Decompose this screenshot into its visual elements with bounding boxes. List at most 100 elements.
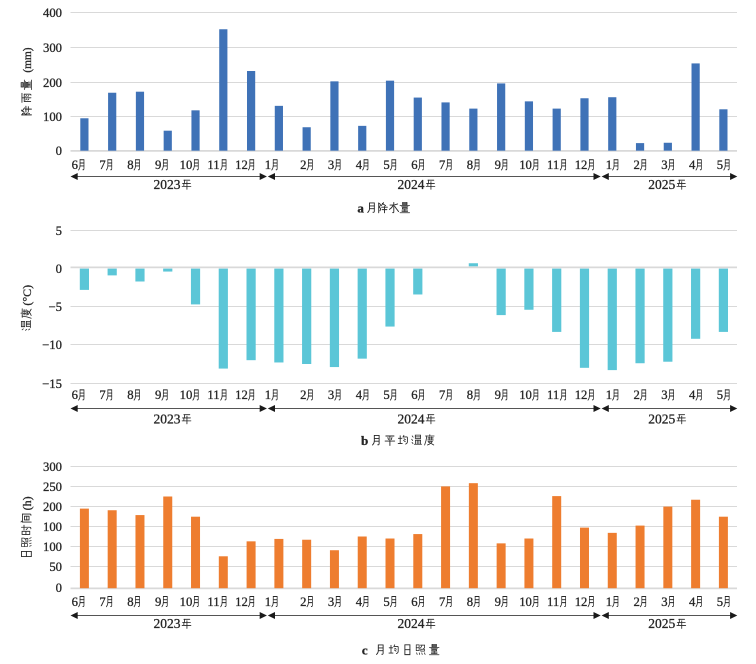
svg-text:4: 4 <box>689 388 696 402</box>
svg-text:6: 6 <box>72 595 78 609</box>
svg-text:6: 6 <box>411 158 417 172</box>
svg-text:1: 1 <box>265 595 271 609</box>
svg-text:11: 11 <box>547 158 559 172</box>
svg-text:10: 10 <box>519 388 532 402</box>
svg-text:11: 11 <box>207 595 219 609</box>
svg-text:10: 10 <box>519 595 532 609</box>
svg-text:5: 5 <box>383 595 389 609</box>
svg-text:3: 3 <box>328 595 334 609</box>
svg-text:8: 8 <box>127 595 133 609</box>
svg-text:200: 200 <box>43 76 62 90</box>
svg-text:7: 7 <box>99 595 105 609</box>
svg-text:8: 8 <box>467 388 473 402</box>
svg-text:5: 5 <box>717 158 723 172</box>
svg-text:−10: −10 <box>42 338 62 352</box>
svg-text:12: 12 <box>575 158 588 172</box>
svg-text:1: 1 <box>606 388 612 402</box>
svg-text:9: 9 <box>495 158 501 172</box>
svg-text:3: 3 <box>661 388 667 402</box>
svg-text:100: 100 <box>43 520 62 534</box>
svg-text:0: 0 <box>56 144 62 158</box>
svg-text:9: 9 <box>155 388 161 402</box>
svg-text:2024: 2024 <box>398 412 425 427</box>
svg-text:9: 9 <box>495 388 501 402</box>
svg-text:7: 7 <box>99 158 105 172</box>
svg-text:2025: 2025 <box>648 412 675 427</box>
svg-text:11: 11 <box>207 388 219 402</box>
svg-text:3: 3 <box>661 595 667 609</box>
svg-text:1: 1 <box>606 595 612 609</box>
svg-text:1: 1 <box>606 158 612 172</box>
svg-text:7: 7 <box>439 158 445 172</box>
svg-text:2: 2 <box>634 158 640 172</box>
svg-text:8: 8 <box>127 388 133 402</box>
svg-text:10: 10 <box>180 158 193 172</box>
svg-text:4: 4 <box>689 158 696 172</box>
svg-text:1: 1 <box>265 158 271 172</box>
svg-text:7: 7 <box>439 595 445 609</box>
svg-text:3: 3 <box>661 158 667 172</box>
svg-text:300: 300 <box>43 41 62 55</box>
svg-text:400: 400 <box>43 6 62 20</box>
svg-text:4: 4 <box>356 595 363 609</box>
svg-text:5: 5 <box>717 595 723 609</box>
svg-text:5: 5 <box>383 158 389 172</box>
svg-text:12: 12 <box>575 595 588 609</box>
svg-text:2025: 2025 <box>648 616 675 631</box>
svg-text:6: 6 <box>72 388 78 402</box>
svg-text:7: 7 <box>99 388 105 402</box>
svg-text:6: 6 <box>411 388 417 402</box>
svg-text:7: 7 <box>439 388 445 402</box>
svg-text:1: 1 <box>265 388 271 402</box>
svg-text:a: a <box>357 200 364 215</box>
svg-text:11: 11 <box>547 595 559 609</box>
svg-text:(mm): (mm) <box>22 47 34 72</box>
svg-text:2: 2 <box>300 158 306 172</box>
svg-text:50: 50 <box>49 560 62 574</box>
svg-text:200: 200 <box>43 500 62 514</box>
svg-text:(°C): (°C) <box>20 285 34 306</box>
svg-text:9: 9 <box>155 595 161 609</box>
svg-text:9: 9 <box>495 595 501 609</box>
svg-text:5: 5 <box>717 388 723 402</box>
svg-text:3: 3 <box>328 158 334 172</box>
svg-text:11: 11 <box>547 388 559 402</box>
svg-text:100: 100 <box>43 110 62 124</box>
svg-text:10: 10 <box>180 595 193 609</box>
svg-text:4: 4 <box>356 388 363 402</box>
svg-text:8: 8 <box>467 158 473 172</box>
svg-text:250: 250 <box>43 480 62 494</box>
svg-text:4: 4 <box>689 595 696 609</box>
svg-text:12: 12 <box>575 388 588 402</box>
svg-text:100: 100 <box>43 540 62 554</box>
svg-text:4: 4 <box>356 158 363 172</box>
svg-text:2: 2 <box>300 595 306 609</box>
svg-text:b: b <box>361 433 368 448</box>
svg-text:0: 0 <box>56 581 62 595</box>
svg-text:8: 8 <box>467 595 473 609</box>
svg-text:10: 10 <box>519 158 532 172</box>
svg-text:2024: 2024 <box>398 616 425 631</box>
svg-text:c: c <box>362 642 368 657</box>
svg-text:3: 3 <box>328 388 334 402</box>
svg-text:12: 12 <box>235 595 248 609</box>
svg-text:−15: −15 <box>42 377 62 391</box>
svg-text:2023: 2023 <box>154 412 181 427</box>
svg-text:11: 11 <box>207 158 219 172</box>
svg-text:2023: 2023 <box>154 616 181 631</box>
svg-text:300: 300 <box>43 460 62 474</box>
svg-text:8: 8 <box>127 158 133 172</box>
svg-text:(h): (h) <box>20 496 34 510</box>
svg-text:2: 2 <box>634 388 640 402</box>
svg-text:5: 5 <box>56 224 62 238</box>
svg-text:2: 2 <box>634 595 640 609</box>
svg-text:9: 9 <box>155 158 161 172</box>
svg-text:6: 6 <box>72 158 78 172</box>
svg-text:6: 6 <box>411 595 417 609</box>
svg-text:2025: 2025 <box>648 177 675 192</box>
svg-text:12: 12 <box>235 388 248 402</box>
svg-text:0: 0 <box>56 262 62 276</box>
svg-text:−5: −5 <box>49 300 63 314</box>
svg-text:2024: 2024 <box>398 177 425 192</box>
svg-text:2023: 2023 <box>154 177 181 192</box>
